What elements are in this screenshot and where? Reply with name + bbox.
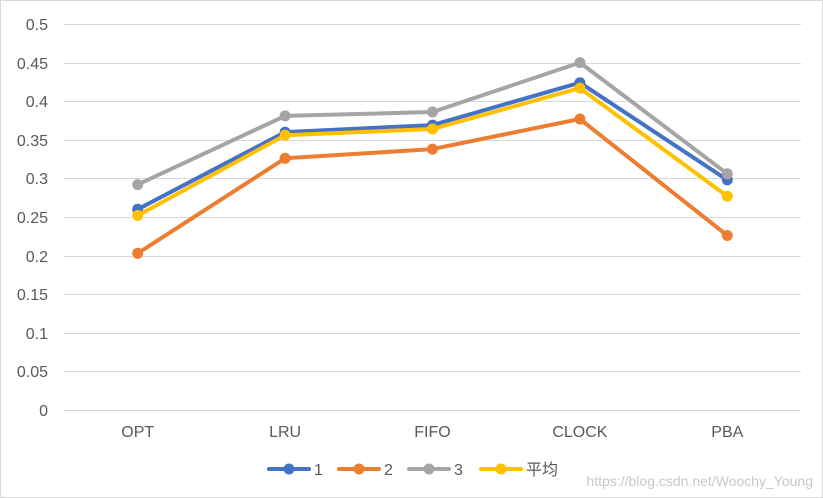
legend-swatch-marker — [353, 463, 365, 475]
x-tick-label: CLOCK — [552, 424, 607, 441]
data-point — [427, 123, 438, 135]
y-tick-label: 0.15 — [17, 287, 48, 304]
legend-item: 2 — [337, 462, 393, 479]
legend-item: 1 — [267, 462, 323, 479]
y-tick-label: 0.35 — [17, 133, 48, 150]
y-tick-label: 0.25 — [17, 210, 48, 227]
grid-lines — [64, 24, 801, 411]
legend-swatch-marker — [495, 463, 507, 475]
y-tick-label: 0.05 — [17, 364, 48, 381]
data-point — [132, 179, 144, 191]
x-tick-label: PBA — [711, 424, 743, 441]
data-point — [721, 190, 733, 202]
legend-swatch-marker — [423, 463, 435, 475]
legend-label: 3 — [454, 462, 463, 479]
legend: 1 2 3 平均 — [267, 461, 558, 479]
series-line — [135, 117, 730, 256]
y-tick-label: 0.45 — [17, 56, 48, 73]
y-tick-label: 0.5 — [26, 17, 48, 34]
y-tick-label: 0.1 — [26, 326, 48, 343]
legend-label: 平均 — [526, 461, 558, 479]
legend-swatch-marker — [283, 463, 295, 475]
x-axis-tick-labels: OPT LRU FIFO CLOCK PBA — [121, 424, 743, 441]
series-layer — [132, 57, 733, 259]
data-point — [721, 168, 733, 180]
series-3 — [132, 57, 733, 191]
data-point — [721, 230, 733, 241]
data-point — [279, 110, 291, 122]
series-4 — [132, 82, 733, 221]
legend-item: 平均 — [479, 461, 558, 479]
data-point — [574, 82, 586, 94]
x-tick-label: FIFO — [414, 424, 450, 441]
legend-label: 2 — [384, 462, 393, 479]
y-tick-label: 0.2 — [26, 249, 48, 266]
data-point — [427, 143, 438, 155]
data-point — [279, 152, 291, 164]
y-tick-label: 0 — [39, 403, 48, 420]
data-point — [132, 247, 144, 259]
series-2 — [132, 113, 733, 259]
data-point — [427, 106, 438, 118]
data-point — [574, 113, 586, 125]
y-tick-label: 0.4 — [26, 94, 48, 111]
data-point — [574, 57, 586, 69]
watermark-text: https://blog.csdn.net/Woochy_Young — [587, 473, 814, 489]
data-point — [279, 129, 291, 141]
legend-item: 3 — [407, 462, 463, 479]
y-axis-tick-labels: 0 0.05 0.1 0.15 0.2 0.25 0.3 0.35 0.4 0.45 0.5 — [17, 17, 48, 420]
legend-label: 1 — [314, 462, 323, 479]
y-tick-label: 0.3 — [26, 171, 48, 188]
data-point — [132, 210, 144, 221]
x-tick-label: LRU — [269, 424, 301, 441]
x-tick-label: OPT — [121, 424, 154, 441]
